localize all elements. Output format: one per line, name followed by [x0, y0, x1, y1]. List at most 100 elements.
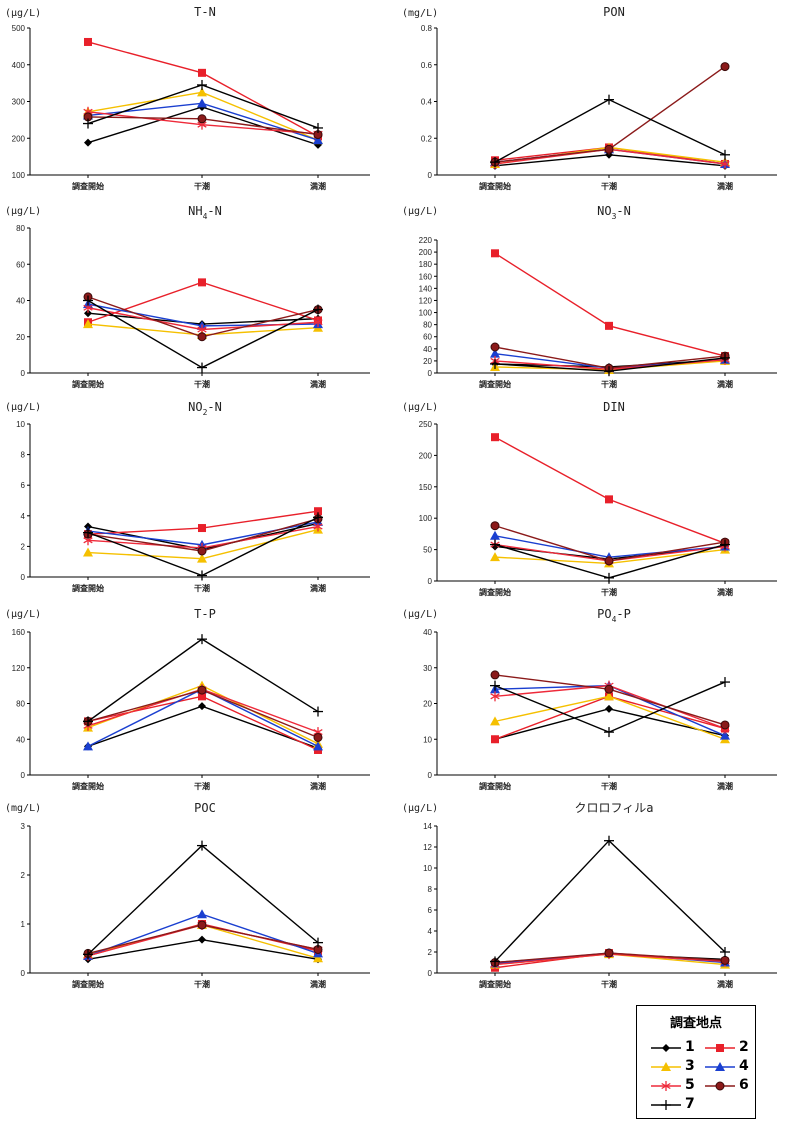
legend-swatch	[705, 1062, 735, 1071]
legend-item-4: 4	[703, 1058, 759, 1076]
data-point	[313, 512, 323, 523]
chart-title: T-N	[194, 5, 216, 19]
data-point	[197, 920, 207, 930]
series-7	[490, 352, 730, 377]
y-tick-label: 80	[16, 224, 25, 233]
y-tick-label: 0.4	[421, 98, 433, 107]
series-line	[494, 695, 726, 740]
y-tick-label: 250	[419, 420, 433, 429]
y-tick-label: 10	[16, 420, 25, 429]
x-tick-label: 干潮	[601, 379, 617, 389]
x-tick-label: 干潮	[601, 181, 617, 191]
data-point	[313, 706, 323, 717]
x-tick-label: 調査開始	[479, 379, 511, 389]
x-tick-label: 満潮	[310, 979, 326, 989]
data-point	[604, 94, 614, 105]
axis-unit: (mg/L)	[5, 803, 41, 814]
y-tick-label: 0.6	[421, 61, 433, 70]
data-point	[84, 138, 92, 147]
data-point	[490, 530, 500, 540]
data-point	[198, 524, 206, 533]
x-tick-label: 満潮	[310, 181, 326, 191]
series-1	[491, 704, 729, 744]
legend-swatch	[651, 1081, 681, 1091]
chart-2: PON (mg/L) 0 0.2 0.4 0.6 0.8 調査開始 干潮 満潮	[402, 5, 777, 191]
data-point	[83, 319, 93, 329]
y-tick-label: 20	[16, 333, 25, 342]
y-tick-label: 3	[21, 822, 26, 831]
y-tick-label: 100	[12, 171, 26, 180]
y-tick-label: 60	[423, 333, 432, 342]
legend-item-3: 3	[649, 1058, 705, 1076]
chart-title: NO2-N	[188, 400, 222, 417]
legend-marker	[716, 1044, 724, 1052]
legend-item-7: 7	[649, 1096, 705, 1114]
data-point	[720, 677, 730, 688]
data-point	[720, 62, 730, 72]
legend-swatch	[651, 1062, 681, 1071]
series-6	[490, 948, 730, 967]
data-point	[83, 949, 93, 960]
data-point	[198, 278, 206, 287]
series-6	[83, 112, 323, 140]
chart-10: クロロフィルa (μg/L) 0 2 4 6 8 10 12 14 調査開始 干潮 満潮	[402, 801, 777, 989]
x-tick-label: 干潮	[194, 781, 210, 791]
legend-label: 1	[685, 1039, 695, 1055]
data-point	[720, 539, 730, 550]
legend-swatch	[651, 1044, 681, 1052]
y-tick-label: 0.2	[421, 134, 433, 143]
data-point	[83, 547, 93, 557]
data-point	[197, 553, 207, 563]
y-tick-label: 200	[419, 248, 433, 257]
series-3	[490, 691, 730, 744]
data-point	[604, 366, 614, 377]
data-point	[313, 122, 323, 133]
chart-title: POC	[194, 801, 216, 815]
data-point	[197, 87, 207, 97]
data-point	[197, 909, 207, 919]
legend: 調査地点 1 2 3 4 5 6 7	[636, 1005, 756, 1119]
data-point	[197, 685, 207, 695]
data-point	[83, 716, 93, 727]
y-tick-label: 0	[428, 171, 433, 180]
legend-marker	[661, 1081, 671, 1091]
axis-unit: (μg/L)	[5, 206, 41, 217]
data-point	[604, 835, 614, 846]
y-tick-label: 400	[12, 61, 26, 70]
chart-9: POC (mg/L) 0 1 2 3 調査開始 干潮 満潮	[5, 801, 370, 989]
data-point	[197, 840, 207, 851]
series-7	[490, 94, 730, 168]
data-point	[83, 118, 93, 129]
y-tick-label: 30	[423, 664, 432, 673]
data-point	[491, 433, 499, 442]
data-point	[313, 317, 323, 328]
axis-unit: (μg/L)	[402, 609, 438, 620]
data-point	[720, 352, 730, 363]
data-point	[490, 521, 500, 531]
chart-title: クロロフィルa	[575, 801, 654, 815]
data-point	[490, 358, 500, 369]
y-tick-label: 10	[423, 735, 432, 744]
legend-label: 6	[739, 1077, 749, 1093]
x-tick-label: 干潮	[194, 181, 210, 191]
data-point	[720, 149, 730, 160]
x-tick-label: 満潮	[717, 181, 733, 191]
chart-5: NO2-N (μg/L) 0 2 4 6 8 10 調査開始 干潮 満潮	[5, 400, 370, 593]
chart-7: T-P (μg/L) 0 40 80 120 160 調査開始 干潮 満潮	[5, 607, 370, 791]
series-line	[494, 436, 726, 544]
chart-title: T-P	[194, 607, 216, 621]
legend-item-6: 6	[703, 1077, 759, 1095]
legend-swatch	[705, 1044, 735, 1052]
series-7	[490, 835, 730, 967]
chart-3: NH4-N (μg/L) 0 20 40 60 80 調査開始 干潮 満潮	[5, 204, 370, 389]
x-tick-label: 満潮	[717, 979, 733, 989]
legend-label: 2	[739, 1039, 749, 1055]
y-tick-label: 2	[428, 948, 433, 957]
x-tick-label: 干潮	[194, 583, 210, 593]
x-tick-label: 調査開始	[72, 979, 104, 989]
y-tick-label: 0	[21, 969, 26, 978]
y-tick-label: 150	[419, 483, 433, 492]
axis-unit: (μg/L)	[402, 402, 438, 413]
x-tick-label: 調査開始	[479, 587, 511, 597]
